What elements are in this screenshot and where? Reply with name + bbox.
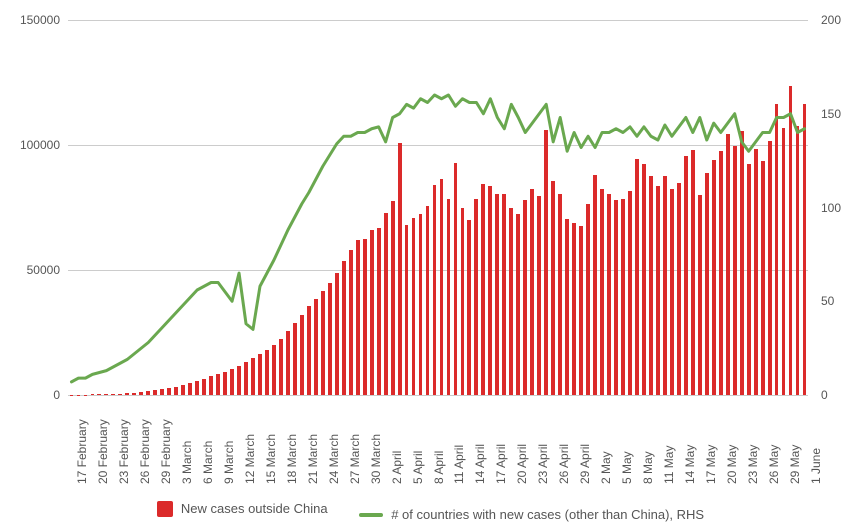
x-tick-label: 20 February — [96, 419, 110, 484]
x-tick-label: 3 March — [180, 441, 194, 484]
x-tick-label: 14 May — [683, 445, 697, 484]
chart-container: 0 50000 100000 150000 0 50 100 150 200 17 Febru… — [0, 0, 861, 530]
x-tick-label: 20 April — [515, 444, 529, 484]
x-tick-label: 11 April — [452, 445, 466, 484]
x-tick-label: 9 March — [222, 441, 236, 484]
x-tick-label: 26 April — [557, 444, 571, 484]
y-left-tick-label: 50000 — [0, 263, 60, 277]
x-tick-label: 29 May — [788, 445, 802, 484]
x-tick-label: 5 May — [620, 451, 634, 484]
x-tick-label: 15 March — [264, 434, 278, 484]
x-axis: 17 February 20 February 23 February 26 Febr… — [68, 398, 808, 488]
x-tick-label: 29 April — [578, 444, 592, 484]
x-tick-label: 1 June — [809, 448, 823, 484]
legend: New cases outside China # of countries w… — [0, 501, 861, 523]
legend-label-bars: New cases outside China — [181, 501, 328, 516]
x-tick-label: 17 February — [75, 419, 89, 484]
legend-swatch-bar — [157, 501, 173, 517]
y-right-tick-label: 200 — [815, 13, 861, 27]
y-right-tick-label: 0 — [815, 388, 861, 402]
x-tick-label: 6 March — [201, 441, 215, 484]
x-tick-label: 26 February — [138, 419, 152, 484]
x-tick-label: 2 May — [599, 451, 613, 484]
x-tick-label: 30 March — [369, 434, 383, 484]
y-left-tick-label: 100000 — [0, 138, 60, 152]
y-right-tick-label: 50 — [815, 294, 861, 308]
x-tick-label: 8 May — [641, 451, 655, 484]
plot-area — [68, 20, 808, 395]
y-right-tick-label: 150 — [815, 107, 861, 121]
x-tick-label: 24 March — [327, 434, 341, 484]
x-tick-label: 23 February — [117, 419, 131, 484]
x-tick-label: 23 April — [536, 444, 550, 484]
x-tick-label: 17 April — [494, 444, 508, 484]
legend-item-line: # of countries with new cases (other tha… — [359, 507, 704, 522]
x-tick-label: 18 March — [285, 434, 299, 484]
x-tick-label: 12 March — [243, 434, 257, 484]
legend-label-line: # of countries with new cases (other tha… — [391, 507, 704, 522]
legend-swatch-line — [359, 513, 383, 517]
y-left-tick-label: 150000 — [0, 13, 60, 27]
x-tick-label: 5 April — [411, 451, 425, 484]
y-right-tick-label: 100 — [815, 201, 861, 215]
x-tick-label: 26 May — [767, 445, 781, 484]
line-path — [71, 95, 804, 382]
legend-item-bars: New cases outside China — [157, 501, 328, 517]
x-tick-label: 8 April — [432, 451, 446, 484]
y-left-tick-label: 0 — [0, 388, 60, 402]
x-tick-label: 17 May — [704, 445, 718, 484]
x-tick-label: 14 April — [473, 444, 487, 484]
line-series — [68, 20, 808, 395]
x-tick-label: 2 April — [390, 451, 404, 484]
gridline — [68, 395, 808, 396]
x-tick-label: 27 March — [348, 434, 362, 484]
x-tick-label: 21 March — [306, 434, 320, 484]
x-tick-label: 23 May — [746, 445, 760, 484]
x-tick-label: 20 May — [725, 445, 739, 484]
x-tick-label: 29 February — [159, 419, 173, 484]
x-tick-label: 11 May — [662, 446, 676, 484]
